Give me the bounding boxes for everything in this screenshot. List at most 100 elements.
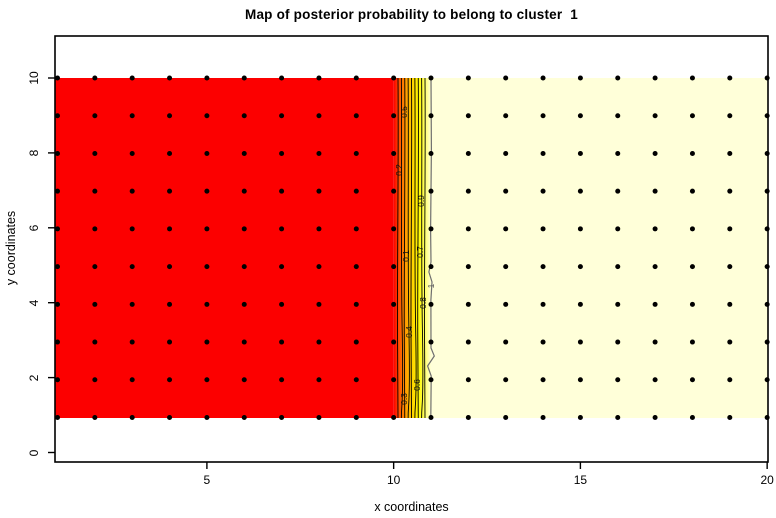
grid-point-dot (689, 301, 695, 307)
grid-point-dot (764, 415, 770, 420)
grid-point-dot (167, 377, 173, 383)
grid-point-dot (764, 377, 770, 383)
heatmap-region-left (55, 78, 394, 418)
grid-point-dot (167, 264, 173, 270)
grid-point-dot (764, 339, 770, 345)
grid-point-dot (391, 226, 397, 232)
grid-point-dot (55, 188, 60, 194)
contour-level-label: 1 (426, 283, 436, 289)
grid-point-dot (652, 415, 658, 420)
grid-point-dot (279, 339, 285, 345)
grid-point-dot (615, 264, 621, 270)
grid-point-dot (652, 226, 658, 232)
grid-point-dot (764, 150, 770, 156)
grid-point-dot (204, 75, 210, 81)
grid-point-dot (615, 150, 621, 156)
grid-point-dot (316, 377, 322, 383)
grid-point-dot (540, 264, 546, 270)
grid-point-dot (55, 150, 60, 156)
grid-point-dot (727, 150, 733, 156)
grid-point-dot (689, 339, 695, 345)
grid-point-dot (353, 226, 359, 232)
grid-point-dot (279, 226, 285, 232)
grid-point-dot (279, 188, 285, 194)
grid-point-dot (428, 264, 434, 270)
contour-level-label: 0.6 (412, 379, 422, 391)
contour-level-label: 0.5 (399, 106, 409, 118)
grid-point-dot (204, 377, 210, 383)
grid-point-dot (540, 75, 546, 81)
grid-point-dot (689, 75, 695, 81)
grid-point-dot (279, 415, 285, 420)
grid-point-dot (503, 226, 509, 232)
grid-point-dot (540, 301, 546, 307)
grid-point-dot (428, 113, 434, 119)
grid-point-dot (129, 264, 135, 270)
grid-point-dot (92, 75, 98, 81)
grid-point-dot (241, 264, 247, 270)
grid-point-dot (92, 377, 98, 383)
grid-point-dot (167, 188, 173, 194)
axis-tick-marks (48, 77, 768, 469)
grid-point-dot (129, 75, 135, 81)
grid-point-dot (353, 188, 359, 194)
contour-level-label: 0.4 (404, 326, 414, 338)
grid-point-dot (652, 150, 658, 156)
grid-point-dot (353, 113, 359, 119)
grid-point-dot (241, 75, 247, 81)
grid-point-dot (391, 415, 397, 420)
grid-point-dot (540, 113, 546, 119)
grid-point-dot (577, 377, 583, 383)
grid-point-dot (615, 301, 621, 307)
grid-point-dot (764, 264, 770, 270)
grid-point-dot (204, 226, 210, 232)
contour-level-label: 0.2 (394, 164, 404, 176)
grid-point-dot (316, 150, 322, 156)
grid-point-dot (465, 188, 471, 194)
grid-point-dot (353, 150, 359, 156)
grid-point-dot (577, 339, 583, 345)
y-tick-label: 4 (27, 299, 41, 307)
y-tick-label: 10 (27, 71, 41, 85)
grid-point-dot (727, 226, 733, 232)
grid-point-dot (279, 150, 285, 156)
grid-point-dot (689, 113, 695, 119)
grid-point-dot (652, 75, 658, 81)
grid-point-dot (241, 226, 247, 232)
grid-point-dot (503, 150, 509, 156)
grid-point-dot (129, 415, 135, 420)
grid-point-dot (615, 377, 621, 383)
grid-point-dot (689, 415, 695, 420)
grid-point-dot (279, 301, 285, 307)
grid-point-dot (577, 113, 583, 119)
grid-point-dot (465, 339, 471, 345)
grid-point-dot (652, 339, 658, 345)
grid-point-dot (391, 301, 397, 307)
grid-point-dot (577, 415, 583, 420)
grid-point-dot (129, 150, 135, 156)
grid-point-dot (727, 415, 733, 420)
grid-point-dot (428, 226, 434, 232)
grid-point-dot (465, 150, 471, 156)
grid-point-dot (727, 301, 733, 307)
grid-point-dot (391, 75, 397, 81)
grid-point-dot (615, 415, 621, 420)
grid-point-dot (241, 188, 247, 194)
grid-point-dot (577, 226, 583, 232)
heatmap-region-right (431, 78, 768, 418)
grid-point-dot (503, 264, 509, 270)
grid-point-dot (167, 113, 173, 119)
grid-point-dot (689, 150, 695, 156)
grid-point-dot (540, 415, 546, 420)
grid-point-dot (92, 301, 98, 307)
grid-point-dot (465, 264, 471, 270)
plot-box (54, 35, 769, 463)
grid-point-dot (391, 150, 397, 156)
grid-point-dot (503, 75, 509, 81)
contour-level-label: 0.8 (418, 297, 428, 309)
grid-point-dot (428, 415, 434, 420)
grid-point-dot (764, 113, 770, 119)
grid-point-dot (129, 188, 135, 194)
